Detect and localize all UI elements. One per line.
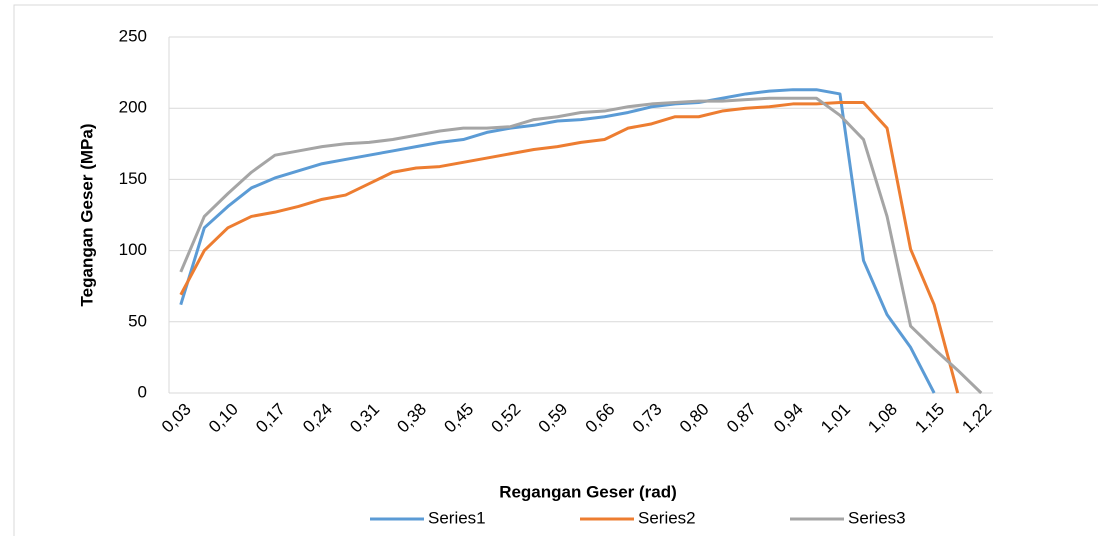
series-line (179, 88, 936, 394)
series-line (179, 96, 983, 395)
x-axis-title: Regangan Geser (rad) (499, 482, 677, 501)
y-tick-label: 250 (119, 26, 147, 45)
legend-label: Series1 (428, 508, 486, 527)
y-tick-label: 0 (138, 382, 147, 401)
chart-border (13, 4, 1098, 536)
legend-label: Series2 (638, 508, 696, 527)
y-tick-label: 50 (128, 311, 147, 330)
legend-label: Series3 (848, 508, 906, 527)
y-axis-title: Tegangan Geser (MPa) (77, 124, 96, 307)
y-tick-label: 150 (119, 169, 147, 188)
y-tick-label: 100 (119, 240, 147, 259)
y-tick-label: 200 (119, 98, 147, 117)
series-line (179, 101, 960, 394)
